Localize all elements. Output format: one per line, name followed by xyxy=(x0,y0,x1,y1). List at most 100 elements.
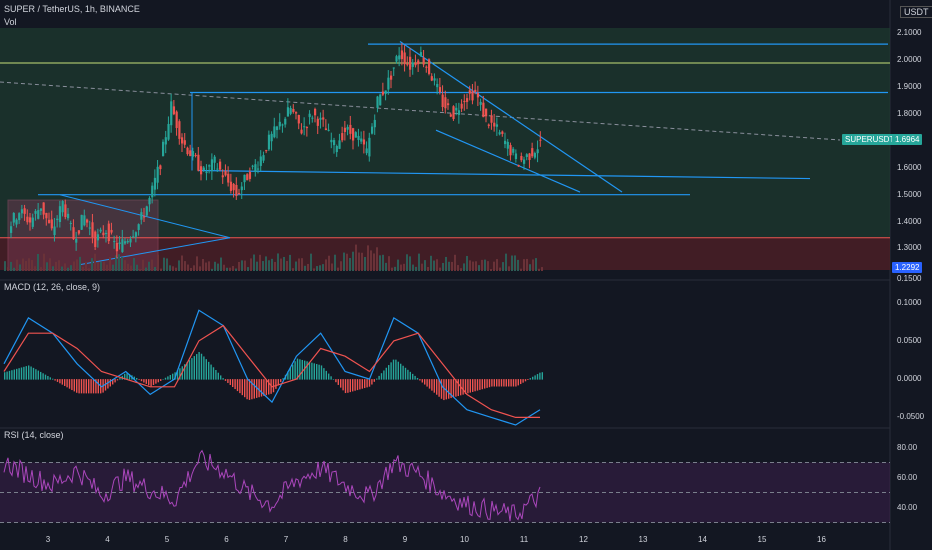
volume-bar xyxy=(415,266,417,271)
volume-bar xyxy=(271,258,273,271)
volume-bar xyxy=(463,263,465,271)
macd-histogram-bar xyxy=(359,379,361,390)
volume-bar xyxy=(370,250,372,271)
volume-bar xyxy=(181,255,183,271)
candle xyxy=(75,238,78,243)
volume-bar xyxy=(400,264,402,271)
candle xyxy=(132,236,135,238)
macd-histogram-bar xyxy=(361,379,363,389)
candle xyxy=(77,230,81,234)
candle xyxy=(39,208,43,211)
candle xyxy=(305,127,309,129)
candle xyxy=(493,122,496,127)
candle xyxy=(45,212,48,219)
candle xyxy=(295,112,298,114)
candle xyxy=(474,89,477,92)
volume-bar xyxy=(85,261,87,271)
macd-histogram-bar xyxy=(119,377,121,380)
macd-histogram-bar xyxy=(493,379,495,387)
volume-bar xyxy=(283,256,285,271)
candle xyxy=(398,55,401,60)
candle xyxy=(368,137,371,157)
volume-bar xyxy=(46,262,48,271)
macd-histogram-bar xyxy=(450,379,452,399)
volume-bar xyxy=(121,257,123,271)
candle xyxy=(124,241,127,244)
volume-bar xyxy=(28,258,30,271)
candle xyxy=(238,193,241,195)
macd-histogram-bar xyxy=(534,375,536,380)
macd-histogram-bar xyxy=(220,375,222,380)
macd-histogram-bar xyxy=(308,361,311,380)
candle xyxy=(219,161,222,170)
macd-histogram-bar xyxy=(448,379,450,399)
currency-label[interactable]: USDT xyxy=(900,6,932,18)
volume-bar xyxy=(481,259,483,271)
price-tick-label: 2.0000 xyxy=(897,55,922,65)
volume-bar xyxy=(274,261,276,271)
price-tick-label: 1.8000 xyxy=(897,109,922,119)
volume-bar xyxy=(361,252,363,271)
macd-histogram-bar xyxy=(440,379,443,399)
macd-histogram-bar xyxy=(320,365,323,380)
volume-bar xyxy=(49,258,51,271)
macd-histogram-bar xyxy=(433,379,435,393)
time-tick-label: 9 xyxy=(402,535,408,544)
macd-histogram-bar xyxy=(157,379,159,383)
volume-bar xyxy=(337,267,339,271)
candle xyxy=(436,83,439,88)
price-tick-label: 0.1500 xyxy=(897,274,922,283)
macd-histogram-bar xyxy=(124,373,126,380)
candle xyxy=(48,219,51,223)
candle xyxy=(360,138,363,142)
macd-histogram-bar xyxy=(155,379,157,384)
macd-histogram-bar xyxy=(378,375,380,380)
volume-bar xyxy=(205,262,207,271)
volume-bar xyxy=(196,256,198,271)
macd-histogram-bar xyxy=(404,367,407,380)
volume-bar xyxy=(10,261,12,271)
volume-bar xyxy=(100,261,102,271)
macd-histogram-bar xyxy=(253,379,255,399)
candle xyxy=(501,131,504,134)
macd-histogram-bar xyxy=(385,367,387,380)
volume-bar xyxy=(127,263,129,271)
macd-histogram-bar xyxy=(78,379,80,394)
macd-histogram-bar xyxy=(136,377,138,380)
volume-bar xyxy=(91,258,93,271)
volume-bar xyxy=(499,267,501,271)
macd-histogram-bar xyxy=(452,379,455,398)
volume-bar xyxy=(106,264,108,271)
candle xyxy=(428,59,431,74)
candle xyxy=(191,151,195,157)
candle xyxy=(267,134,271,150)
macd-histogram-bar xyxy=(32,367,35,380)
candle xyxy=(88,227,91,229)
candle xyxy=(110,229,113,233)
macd-histogram-bar xyxy=(294,361,296,380)
macd-histogram-bar xyxy=(366,379,368,388)
volume-bar xyxy=(430,255,432,271)
volume-bar xyxy=(445,256,447,271)
candle xyxy=(72,227,75,240)
candle xyxy=(425,66,428,68)
candle xyxy=(343,127,347,132)
candle xyxy=(357,135,360,140)
volume-bar xyxy=(262,261,264,271)
candle xyxy=(371,126,374,134)
macd-histogram-bar xyxy=(354,379,356,391)
volume-bar xyxy=(364,256,366,271)
candle xyxy=(10,226,13,233)
macd-histogram-bar xyxy=(13,369,15,380)
volume-bar xyxy=(118,254,120,271)
candle xyxy=(520,155,523,161)
volume-bar xyxy=(439,267,441,271)
candle xyxy=(202,167,205,171)
macd-histogram-bar xyxy=(193,356,195,380)
macd-histogram-bar xyxy=(145,379,147,384)
macd-histogram-bar xyxy=(400,363,402,380)
candle xyxy=(126,241,129,243)
trend-line xyxy=(435,129,581,193)
candle xyxy=(113,241,116,243)
macd-histogram-bar xyxy=(215,369,217,380)
